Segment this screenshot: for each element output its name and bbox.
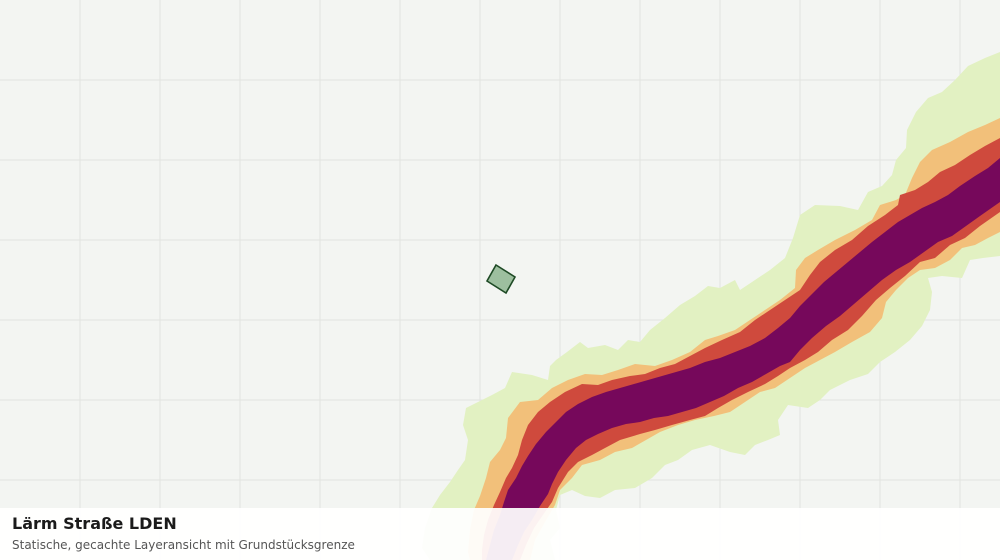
map-caption: Lärm Straße LDEN Statische, gecachte Lay… [0, 508, 1000, 560]
parcel-boundary[interactable] [485, 263, 517, 295]
layer-title: Lärm Straße LDEN [12, 514, 177, 533]
noise-band-inner [486, 158, 1000, 560]
layer-subtitle: Statische, gecachte Layeransicht mit Gru… [12, 538, 355, 552]
